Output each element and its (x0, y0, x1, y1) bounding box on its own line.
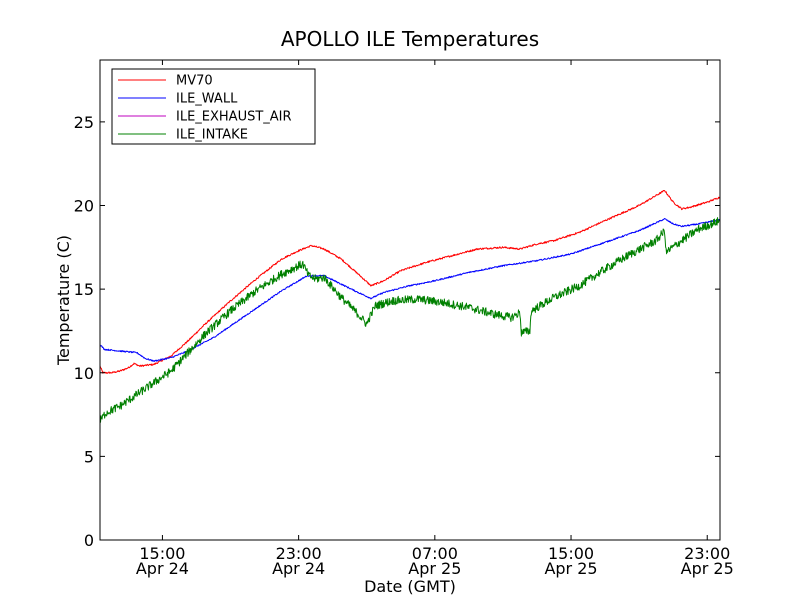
y-tick-label: 5 (84, 447, 94, 466)
y-tick-label: 15 (74, 280, 94, 299)
legend-label: ILE_WALL (176, 92, 238, 107)
chart-title: APOLLO ILE Temperatures (281, 27, 539, 51)
plot-frame (99, 59, 721, 541)
x-tick-date-label: Apr 24 (136, 559, 189, 578)
x-tick-date-label: Apr 25 (408, 559, 461, 578)
y-tick-label: 20 (74, 197, 94, 216)
y-tick-label: 25 (74, 113, 94, 132)
legend: MV70 ILE_WALL ILE_EXHAUST_AIR ILE_INTAKE (111, 68, 316, 145)
series-layer (99, 189, 721, 423)
legend-box (111, 68, 316, 145)
x-tick-label: 15:00 (139, 544, 185, 563)
legend-label: MV70 (176, 74, 213, 89)
y-axis-title: Temperature (C) (54, 235, 73, 366)
legend-label: ILE_INTAKE (176, 128, 248, 143)
x-tick-label: 15:00 (548, 544, 594, 563)
y-tick-label: 0 (84, 531, 94, 550)
x-tick-date-label: Apr 25 (681, 559, 734, 578)
series-line-mv70 (99, 189, 721, 374)
y-tick-label: 10 (74, 364, 94, 383)
x-tick-label: 23:00 (684, 544, 730, 563)
x-tick-date-label: Apr 24 (272, 559, 325, 578)
series-line-ile-intake (99, 217, 721, 423)
series-line-ile-wall (99, 218, 721, 362)
x-tick-label: 07:00 (412, 544, 458, 563)
x-axis-title: Date (GMT) (364, 577, 456, 596)
legend-label: ILE_EXHAUST_AIR (176, 110, 292, 125)
x-tick-label: 23:00 (276, 544, 322, 563)
x-tick-date-label: Apr 25 (544, 559, 597, 578)
